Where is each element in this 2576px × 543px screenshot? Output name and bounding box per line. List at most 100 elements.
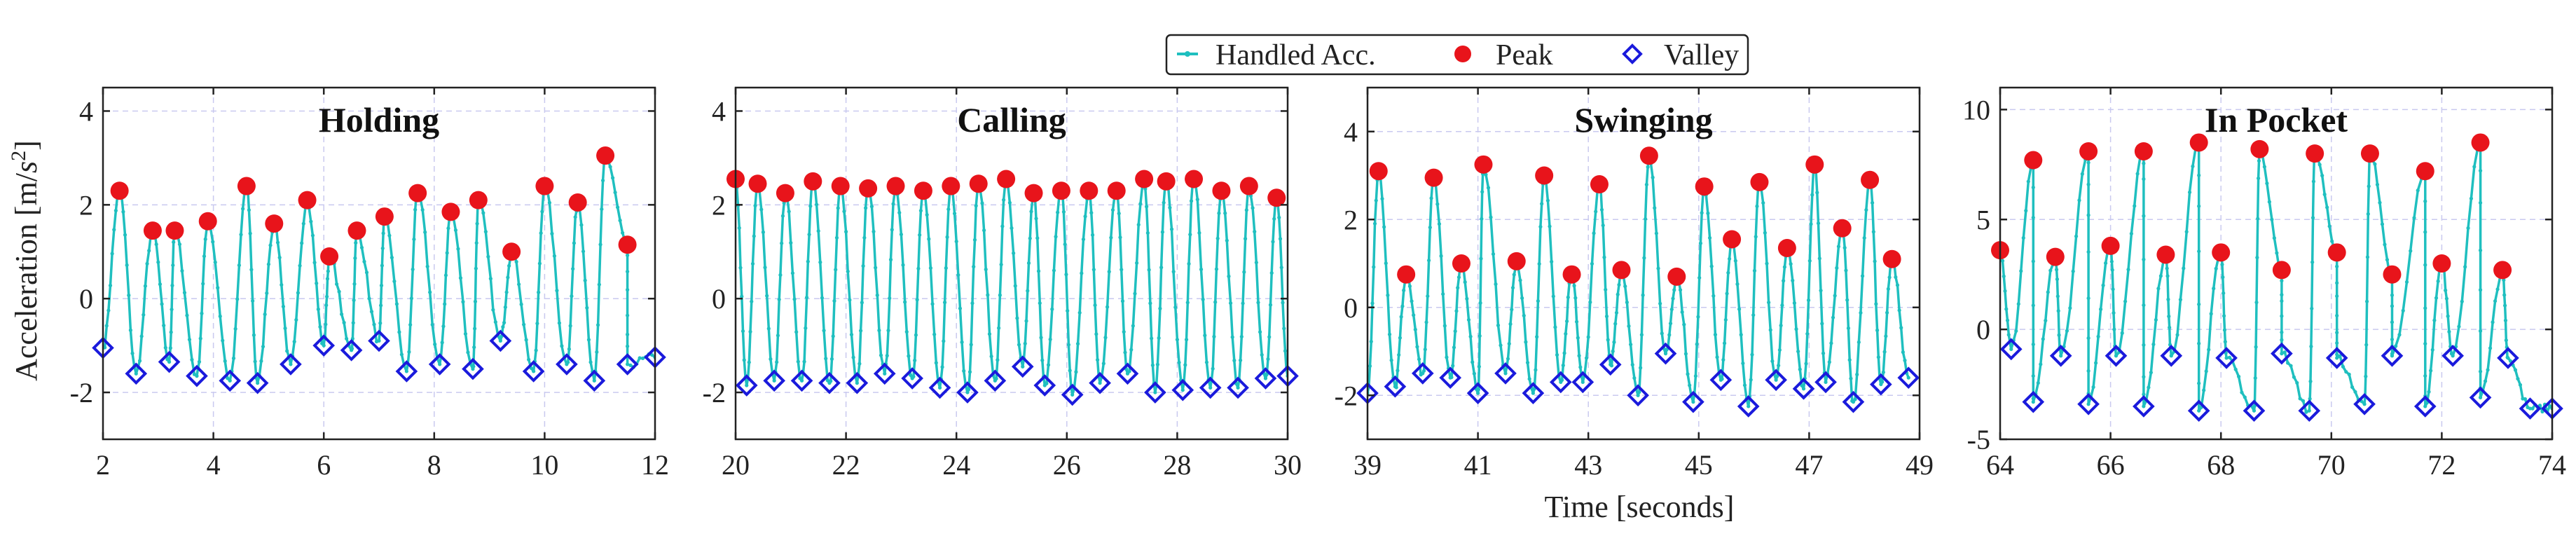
signal-sample-point [918,209,923,213]
signal-sample-point [1668,322,1673,326]
signal-sample-point [318,324,322,329]
signal-sample-point [1779,323,1783,328]
signal-sample-point [1782,265,1786,269]
signal-sample-point [1750,352,1754,357]
signal-sample-point [772,378,776,383]
signal-sample-point [1101,362,1106,366]
signal-sample-point [1820,322,1824,326]
signal-sample-point [1855,372,1859,377]
signal-sample-point [2289,364,2293,368]
signal-sample-point [1741,361,1745,366]
valley-marker [2022,390,2045,413]
x-tick-label: 8 [427,449,441,481]
signal-sample-point [2046,290,2050,294]
signal-sample-point [1496,323,1501,327]
signal-sample-point [2309,344,2313,349]
signal-sample-point [392,279,397,284]
signal-sample-point [851,355,855,359]
valley-marker [1439,366,1462,389]
signal-sample-point [1851,400,1856,404]
signal-sample-point [984,267,988,272]
peak-marker [914,181,932,200]
signal-sample-point [2197,204,2201,208]
signal-sample-point [1551,294,1555,298]
signal-sample-point [1829,341,1833,345]
x-tick-label: 68 [2207,449,2235,481]
signal-sample-point [1499,343,1503,348]
signal-sample-point [946,207,951,212]
signal-sample-point [2098,307,2103,311]
peak-marker [1695,177,1714,196]
signal-sample-point [1064,273,1068,277]
signal-sample-point [2547,404,2552,408]
signal-sample-point [1580,380,1585,385]
signal-sample-point [2397,333,2402,337]
signal-sample-point [2502,293,2507,297]
signal-sample-point [1658,301,1662,305]
signal-sample-point [1612,340,1616,344]
signal-sample-point [824,357,828,361]
signal-sample-point [248,231,252,235]
signal-sample-point [1564,319,1569,324]
peak-marker [2471,133,2490,152]
signal-sample-point [180,268,184,273]
signal-sample-point [125,263,129,268]
signal-sample-point [581,249,586,254]
signal-sample-point [481,211,485,215]
peak-marker [2493,261,2512,280]
signal-sample-point [1034,216,1038,221]
signal-sample-point [1107,270,1111,274]
signal-sample-point [2416,188,2420,193]
signal-sample-point [872,229,876,234]
signal-sample-point [473,299,478,303]
signal-sample-point [211,240,215,244]
signal-sample-point [493,320,497,324]
signal-sample-point [628,363,633,367]
signal-sample-point [1494,282,1498,287]
signal-sample-point [501,324,505,329]
signal-sample-point [1081,238,1086,242]
signal-sample-point [2394,344,2398,348]
signal-sample-point [1283,349,1288,353]
valley-marker [2298,399,2321,422]
signal-sample-point [796,359,800,364]
peak-marker [2134,142,2153,160]
signal-sample-point [367,296,371,301]
signal-sample-point [555,289,559,293]
signal-sample-point [1396,369,1400,373]
valley-marker [1599,353,1622,376]
signal-sample-point [1632,376,1637,380]
signal-sample-point [1382,225,1386,229]
signal-sample-point [1864,208,1868,212]
signal-sample-point [2272,236,2276,240]
signal-sample-point [879,353,883,357]
signal-sample-point [1506,357,1510,361]
signal-sample-point [2478,288,2483,292]
signal-sample-point [836,206,840,210]
valley-marker [1494,362,1517,385]
signal-sample-point [397,330,401,334]
signal-sample-point [2158,274,2163,278]
valley-marker [2441,344,2464,367]
signal-sample-point [579,223,584,227]
signal-sample-point [1562,351,1566,355]
signal-sample-point [620,231,625,235]
signal-sample-point [216,286,220,290]
signal-sample-point [474,241,478,245]
signal-sample-point [160,302,164,306]
signal-sample-point [1688,383,1692,387]
signal-sample-point [170,283,174,288]
signal-sample-point [377,338,381,343]
signal-sample-point [1709,264,1714,268]
signal-sample-point [1428,226,1432,230]
signal-sample-point [2059,354,2063,358]
signal-sample-point [1155,362,1159,366]
x-tick-label: 28 [1163,449,1191,481]
signal-sample-point [438,362,442,366]
signal-sample-point [1230,335,1234,339]
signal-sample-point [1636,393,1640,397]
valley-marker [2187,399,2210,422]
signal-sample-point [1398,336,1403,340]
signal-sample-point [1189,199,1194,203]
signal-sample-point [2423,263,2427,267]
